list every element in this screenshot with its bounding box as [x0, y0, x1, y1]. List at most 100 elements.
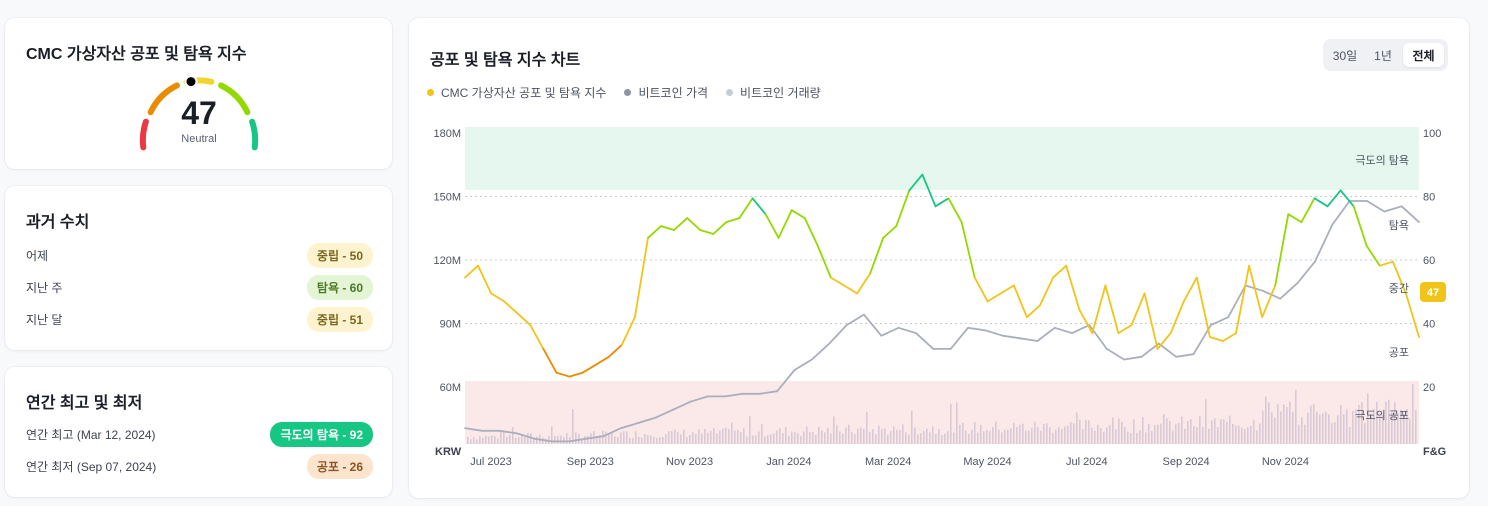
btc-price-segment	[810, 342, 831, 361]
volume-bar	[1385, 401, 1387, 444]
fear-greed-segment	[882, 225, 898, 239]
volume-bar	[860, 427, 862, 444]
fear-greed-segment	[1352, 205, 1368, 247]
fear-greed-segment	[1222, 332, 1237, 342]
chart-legend: CMC 가상자산 공포 및 탐욕 지수 비트코인 가격 비트코인 거래량	[427, 84, 821, 101]
volume-bar	[530, 433, 532, 444]
btc-price-segment	[568, 437, 588, 443]
volume-bar	[1097, 424, 1099, 444]
volume-bar	[692, 432, 694, 444]
volume-bar	[785, 427, 787, 444]
volume-bar	[1265, 396, 1267, 444]
volume-bar	[1220, 419, 1222, 444]
yearly-row-badge: 공포 - 26	[306, 453, 373, 479]
fear-greed-segment	[568, 371, 584, 378]
legend-item-btc-volume[interactable]: 비트코인 거래량	[726, 84, 821, 101]
volume-bar	[1397, 413, 1399, 444]
volume-bar	[1412, 383, 1414, 444]
fear-greed-segment	[1300, 197, 1316, 224]
volume-bar	[1016, 426, 1018, 444]
volume-bar	[1055, 429, 1057, 444]
fear-greed-segment	[1104, 284, 1120, 335]
volume-bar	[749, 415, 751, 444]
volume-bar	[467, 437, 469, 444]
fear-greed-chart: 180M 150M 120M 90M 60M 100 80 60 40 20 Jul 2023 S…	[433, 127, 1446, 468]
volume-bar	[1130, 432, 1132, 444]
fear-greed-segment	[777, 209, 793, 239]
volume-bar	[932, 426, 934, 444]
fear-greed-segment	[699, 229, 715, 235]
volume-bar	[626, 431, 628, 444]
left-axis-tick: 180M	[433, 128, 461, 140]
volume-bar	[647, 435, 649, 444]
volume-bar	[1307, 412, 1309, 444]
right-axis-tick: 60	[1423, 255, 1435, 267]
volume-bar	[1277, 403, 1279, 444]
right-axis-tick: 100	[1423, 128, 1441, 140]
volume-bar	[1415, 409, 1417, 444]
volume-bar	[992, 427, 994, 444]
legend-item-fear-greed[interactable]: CMC 가상자산 공포 및 탐욕 지수	[427, 84, 606, 101]
volume-bar	[1370, 413, 1372, 444]
btc-price-segment	[845, 313, 865, 327]
volume-bar	[812, 432, 814, 444]
volume-bar	[1253, 419, 1255, 444]
volume-bar	[1100, 428, 1102, 444]
volume-bar	[1274, 417, 1276, 444]
volume-bar	[929, 432, 931, 444]
volume-bar	[1214, 418, 1216, 444]
volume-bar	[620, 432, 622, 444]
btc-price-segment	[1140, 342, 1160, 358]
volume-bar	[899, 429, 901, 444]
volume-bar	[1022, 423, 1024, 444]
volume-bar	[836, 425, 838, 444]
yearly-high-low-card: 연간 최고 및 최저 연간 최고 (Mar 12, 2024) 극도의 탐욕 -…	[5, 367, 392, 497]
legend-label: 비트코인 거래량	[740, 86, 821, 100]
volume-bar	[533, 437, 535, 444]
fear-greed-segment	[633, 236, 649, 319]
volume-bar	[1007, 429, 1009, 444]
legend-item-btc-price[interactable]: 비트코인 가격	[624, 84, 708, 101]
volume-bar	[662, 436, 664, 444]
x-axis-tick: Mar 2024	[865, 456, 911, 468]
volume-bar	[1199, 416, 1201, 444]
btc-price-segment	[1314, 223, 1334, 263]
volume-bar	[1322, 413, 1324, 444]
range-button-1y[interactable]: 1년	[1374, 48, 1392, 63]
volume-bar	[1061, 429, 1063, 444]
fear-greed-segment	[1392, 260, 1407, 295]
volume-bar	[881, 429, 883, 444]
volume-bar	[758, 431, 760, 444]
volume-bar	[644, 433, 646, 444]
range-button-30d[interactable]: 30일	[1332, 48, 1358, 63]
volume-bar	[476, 439, 478, 444]
volume-bar	[1034, 421, 1036, 444]
legend-label: CMC 가상자산 공포 및 탐욕 지수	[441, 86, 607, 100]
btc-price-segment	[1053, 326, 1073, 335]
volume-bar	[1364, 423, 1366, 444]
volume-bar	[515, 437, 517, 444]
yearly-row-high: 연간 최고 (Mar 12, 2024) 극도의 탐욕 - 92	[26, 421, 373, 447]
volume-bar	[779, 427, 781, 444]
volume-bar	[1118, 418, 1120, 444]
fear-greed-segment	[1261, 284, 1277, 319]
btc-price-segment	[516, 432, 536, 440]
legend-label: 비트코인 가격	[638, 86, 709, 100]
legend-dot-icon	[427, 89, 434, 96]
volume-bar	[986, 430, 988, 444]
volume-bar	[983, 431, 985, 444]
fear-greed-segment	[986, 292, 1002, 303]
fear-greed-segment	[542, 347, 558, 374]
fear-greed-segment	[1117, 324, 1133, 335]
fear-greed-segment	[673, 217, 689, 231]
volume-bar	[488, 436, 490, 444]
volume-bar	[1088, 420, 1090, 444]
yearly-row-label: 연간 최저 (Sep 07, 2024)	[26, 459, 157, 474]
btc-price-segment	[585, 435, 605, 440]
x-axis-tick: Jul 2023	[470, 456, 512, 468]
range-button-all[interactable]: 전체	[1403, 43, 1444, 67]
volume-bar	[968, 433, 970, 444]
fear-greed-segment	[1313, 197, 1329, 208]
zone-extreme-greed	[465, 127, 1419, 190]
volume-bar	[923, 431, 925, 444]
